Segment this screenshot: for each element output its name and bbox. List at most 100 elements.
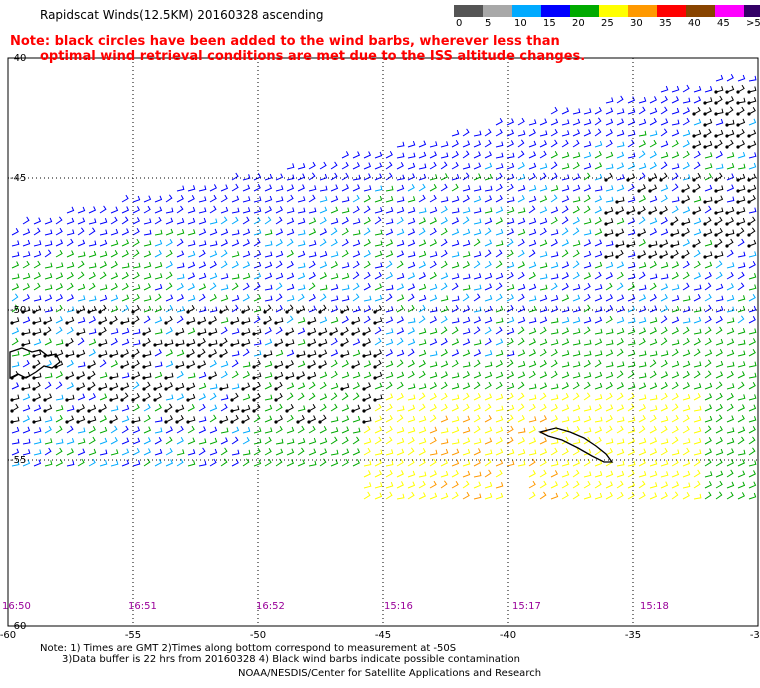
wind-barb [374,283,383,291]
wind-barb [638,459,646,467]
wind-barb [462,459,471,467]
wind-barb [33,438,42,445]
wind-barb [594,480,602,489]
wind-barb [627,107,636,115]
wind-barb [649,382,658,390]
wind-barb [704,304,712,313]
wind-barb [572,173,581,181]
wind-barb [44,372,53,379]
wind-barb [517,293,525,302]
wind-barb [660,85,669,93]
contamination-dot [714,178,718,182]
wind-barb [396,316,404,324]
wind-barb [429,271,437,280]
wind-barb [605,172,613,181]
wind-barb [693,140,702,148]
wind-barb [297,184,305,192]
wind-barb [220,317,229,324]
wind-barb [253,372,262,379]
pass-time-label: 15:17 [512,601,541,612]
wind-barb [484,449,493,456]
wind-barb [253,250,262,258]
wind-barb [660,184,669,192]
wind-barb [473,151,481,159]
latitude-tick-label: -50 [10,305,26,316]
wind-barb [484,295,493,302]
wind-barb [484,128,492,137]
wind-barb [451,282,459,291]
wind-barb [517,349,526,357]
wind-barb [308,305,317,313]
wind-barb [748,118,757,126]
wind-barb [77,317,86,324]
wind-barb [242,272,251,280]
wind-barb [473,218,482,225]
contamination-dot [164,387,168,391]
wind-barb [495,282,503,291]
wind-barb [682,140,690,148]
wind-barb [242,348,250,357]
falkland-islands-coast [9,347,61,380]
wind-barb [517,305,526,313]
wind-barb [286,272,295,280]
wind-barb [110,350,119,357]
longitude-tick-label: -50 [250,630,266,641]
wind-barb [528,480,536,489]
wind-barb [748,381,756,390]
contamination-dot [681,200,685,204]
wind-barb [495,415,504,423]
wind-barb [132,393,140,401]
contamination-dot [43,354,47,358]
wind-barb [506,261,515,269]
wind-barb [286,184,295,192]
wind-barb [110,360,118,368]
wind-barb [649,151,657,159]
wind-barb [473,273,482,280]
wind-barb [88,404,97,412]
wind-barb [330,459,339,467]
wind-barb [715,86,724,93]
wind-barb [429,306,438,313]
wind-barb [220,228,229,236]
wind-barb [748,173,757,181]
wind-barb [99,205,107,214]
contamination-dot [252,332,256,336]
contamination-dot [615,255,619,259]
wind-barb [594,239,603,247]
wind-barb [275,425,283,434]
wind-barb [704,393,713,401]
wind-barb [550,106,558,115]
wind-barb [473,162,482,170]
wind-barb [44,294,53,302]
wind-barb [132,249,140,258]
wind-barb [748,106,756,115]
wind-barb [407,293,415,302]
wind-barb [737,262,746,269]
wind-barb [638,216,646,225]
wind-barb [253,272,262,280]
wind-barb [352,338,361,346]
wind-barb [462,284,471,291]
wind-barb [506,118,515,126]
wind-barb [55,227,63,236]
wind-barb [253,238,261,247]
wind-barb [330,206,339,214]
wind-barb [605,294,613,302]
wind-barb [473,260,481,269]
wind-barb [440,161,448,170]
contamination-dot [219,420,223,424]
wind-barb [99,359,107,368]
wind-barb [187,250,196,258]
contamination-dot [703,112,707,116]
contamination-dot [703,123,707,127]
wind-barb [616,108,625,115]
wind-barb [253,438,262,445]
wind-barb [132,371,141,379]
wind-barb [484,195,493,203]
wind-barb [473,284,482,291]
wind-barb [671,172,679,181]
wind-barb [484,458,492,467]
wind-barb [187,317,196,324]
colorbar-label: 20 [572,18,585,29]
